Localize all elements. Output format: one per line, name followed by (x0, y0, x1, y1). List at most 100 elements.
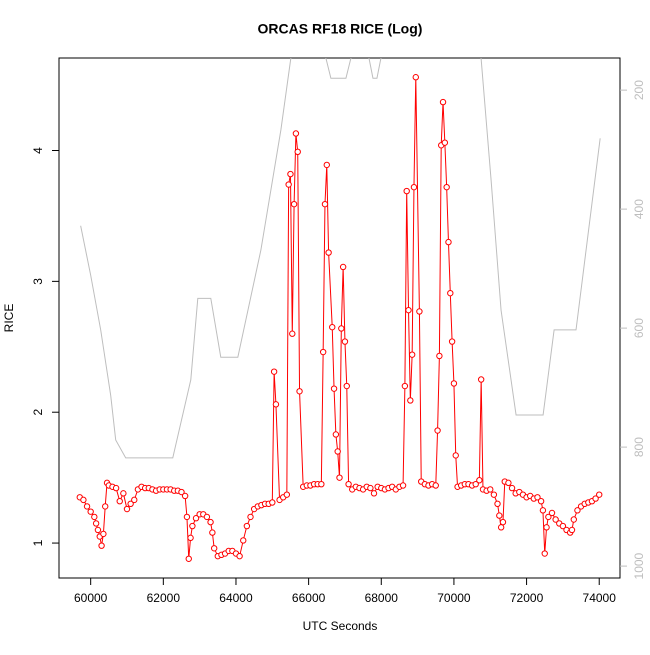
data-point (289, 330, 296, 337)
series-line (79, 77, 600, 559)
data-point (410, 183, 418, 191)
data-point (441, 139, 449, 146)
y-tick-label: 2 (31, 409, 45, 416)
data-point (112, 484, 120, 492)
data-point (318, 480, 325, 488)
data-point (408, 351, 416, 358)
data-point (285, 181, 292, 188)
data-point (240, 537, 247, 544)
data-point (541, 550, 548, 557)
data-point (272, 401, 280, 408)
data-point (332, 431, 340, 438)
data-point (296, 388, 303, 395)
data-point (203, 513, 211, 521)
data-point (497, 524, 505, 531)
data-point (287, 170, 294, 178)
x-tick-label: 72000 (510, 591, 544, 605)
data-point (543, 524, 550, 531)
data-point (476, 477, 483, 484)
data-point (447, 289, 454, 297)
data-point (321, 200, 329, 208)
data-point (83, 503, 91, 510)
y-tick-label: 1 (31, 539, 45, 546)
series-line (80, 58, 601, 459)
data-point (574, 507, 581, 514)
y2-tick-label: 400 (632, 199, 646, 219)
x-tick-label: 74000 (583, 591, 617, 605)
data-point (294, 148, 301, 156)
data-point (336, 474, 343, 481)
data-point (407, 397, 414, 404)
data-point (183, 513, 191, 521)
data-point (236, 552, 243, 560)
data-point (570, 516, 577, 523)
data-point (472, 480, 479, 488)
data-point (443, 183, 450, 191)
plot-frame (58, 57, 621, 579)
data-point (403, 187, 410, 195)
plot-area (76, 58, 603, 562)
data-point (292, 130, 300, 137)
data-point (100, 530, 107, 538)
data-point (508, 484, 516, 492)
data-point (98, 542, 105, 549)
data-point (370, 490, 378, 497)
data-point (416, 308, 423, 315)
data-point (207, 518, 214, 526)
data-point (92, 520, 100, 527)
x-tick-label: 66000 (292, 591, 326, 605)
data-point (189, 522, 196, 530)
data-point (192, 515, 200, 522)
x-axis-label: UTC Seconds (303, 619, 378, 633)
y-axis-label: RICE (2, 304, 16, 333)
data-point (323, 161, 330, 169)
data-point (210, 545, 218, 552)
data-point (87, 508, 94, 515)
data-point (494, 500, 501, 508)
data-point (537, 497, 545, 505)
data-point (102, 503, 109, 510)
data-point (325, 249, 332, 256)
y2-tick-label: 1000 (632, 552, 646, 579)
data-point (185, 555, 192, 562)
data-point (496, 512, 503, 519)
data-point (247, 513, 254, 521)
x-tick-label: 64000 (219, 591, 253, 605)
y-tick-label: 4 (31, 147, 45, 154)
x-tick-label: 60000 (74, 591, 108, 605)
data-point (243, 522, 251, 530)
y2-tick-label: 600 (632, 318, 646, 338)
data-point (319, 348, 327, 356)
data-point (448, 338, 456, 345)
data-point (596, 491, 603, 498)
data-point (270, 368, 278, 375)
data-point (94, 526, 102, 534)
data-point (209, 529, 216, 536)
data-point (499, 518, 507, 526)
data-point (450, 380, 458, 387)
data-point (339, 263, 347, 271)
y2-tick-label: 800 (632, 437, 646, 457)
data-point (290, 200, 298, 208)
data-point (436, 352, 443, 360)
data-point (343, 382, 350, 390)
chart-title: ORCAS RF18 RICE (Log) (258, 21, 423, 37)
data-point (412, 74, 419, 81)
data-point (477, 376, 485, 383)
data-point (539, 507, 547, 514)
data-point (178, 488, 185, 496)
data-point (434, 427, 441, 434)
data-point (399, 482, 407, 489)
data-point (401, 382, 409, 390)
data-point (91, 513, 98, 521)
x-tick-label: 68000 (365, 591, 399, 605)
data-point (568, 526, 576, 534)
data-point (534, 494, 541, 501)
data-point (283, 491, 291, 498)
data-point (505, 479, 512, 487)
data-point (330, 385, 338, 392)
data-point (345, 480, 352, 488)
data-point (341, 338, 349, 345)
y2-tick-label: 200 (632, 80, 646, 100)
